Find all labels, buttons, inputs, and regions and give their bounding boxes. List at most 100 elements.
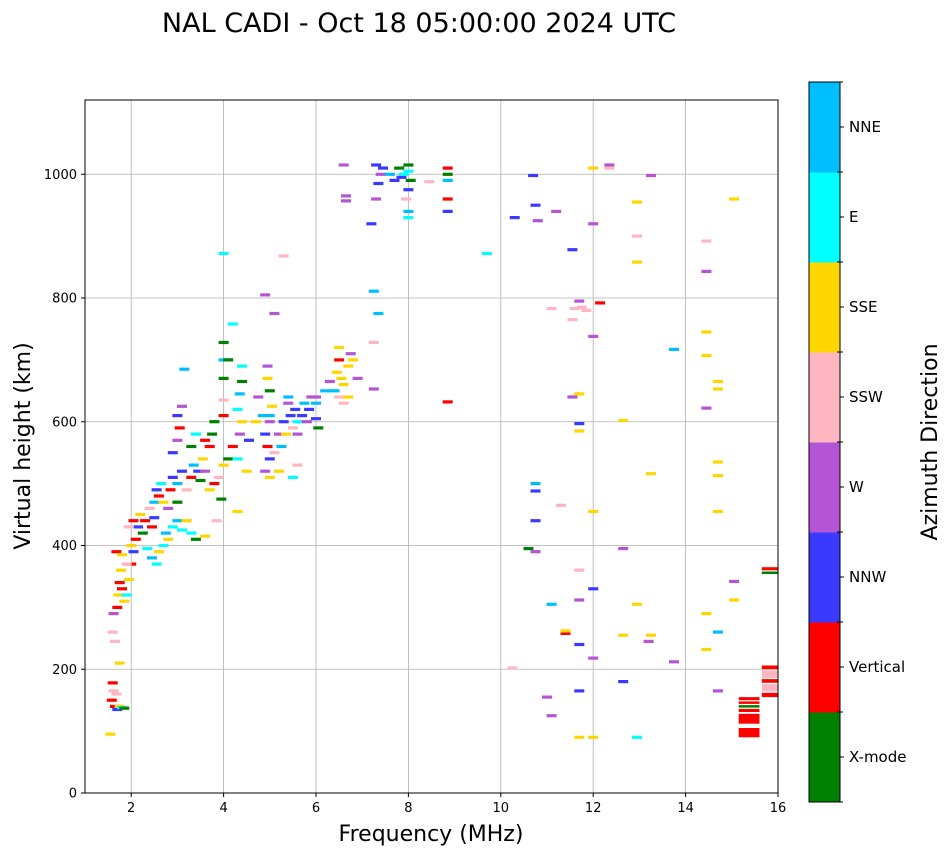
data-point [167,475,178,479]
data-point [257,414,268,418]
data-block [738,713,760,724]
data-point [216,497,227,501]
data-point [181,488,192,492]
data-point [121,593,132,597]
data-block [761,684,778,692]
data-point [331,370,342,374]
data-point [366,222,377,226]
data-point [262,444,273,449]
data-point [574,568,585,572]
data-point [581,308,592,312]
data-point [299,401,310,405]
data-block [738,708,760,712]
data-point [292,432,303,436]
data-point [712,387,723,391]
data-point [108,689,119,693]
data-point [567,248,578,252]
data-point [223,457,234,461]
data-point [227,444,238,449]
data-point [546,306,557,311]
data-point [126,543,137,548]
data-point [403,209,414,213]
data-point [186,531,197,535]
data-point [119,706,130,710]
data-point [144,506,155,510]
colorbar-label: NNE [849,118,881,136]
data-point [283,395,294,399]
x-axis-label: Frequency (MHz) [339,822,524,847]
data-point [574,429,585,433]
data-point [227,322,238,326]
data-marks [105,163,778,739]
data-point [260,293,271,297]
data-point [211,519,222,523]
x-tick-label: 4 [219,801,227,816]
colorbar-label: W [849,478,864,496]
data-point [237,420,248,424]
data-point [218,376,229,380]
data-block [738,728,760,738]
data-point [712,460,723,464]
data-point [729,579,740,583]
data-point [442,166,453,170]
data-point [214,475,224,479]
data-point [546,714,557,718]
data-point [237,364,248,368]
data-point [304,407,315,411]
data-point [108,612,119,616]
data-point [105,732,116,736]
colorbar-segment [809,172,840,263]
colorbar-label: SSW [849,388,883,406]
data-point [111,550,122,554]
data-point [244,438,254,442]
data-point [646,173,656,178]
data-point [373,181,384,186]
data-point [396,175,407,179]
data-point [542,695,552,699]
data-point [149,516,160,520]
data-point [113,593,124,597]
data-point [588,735,599,739]
data-point [368,340,379,345]
data-point [311,401,321,405]
data-point [297,414,308,418]
data-point [172,500,183,504]
data-point [574,735,585,739]
data-point [334,395,345,399]
data-point [632,200,643,204]
data-block [761,571,778,574]
data-point [188,463,199,467]
data-point [119,599,130,603]
data-point [551,209,562,213]
data-point [117,553,127,557]
data-point [442,400,453,404]
data-point [403,188,414,192]
data-point [646,633,656,637]
data-point [153,550,164,554]
data-point [285,414,296,418]
colorbar-segment [809,532,840,623]
data-point [560,629,571,633]
data-point [632,234,643,238]
data-point [158,500,169,504]
data-point [262,364,273,368]
data-point [290,407,301,411]
data-point [588,166,599,170]
data-point [604,163,615,167]
y-tick-label: 200 [52,663,77,678]
data-point [218,414,229,418]
x-tick-label: 14 [677,801,694,816]
data-point [701,239,712,243]
data-point [241,469,252,473]
data-point [334,358,345,362]
data-point [574,598,585,602]
data-point [128,519,139,523]
data-point [163,506,174,510]
x-tick-label: 10 [493,801,510,816]
data-point [523,547,534,551]
data-point [287,426,298,430]
data-point [389,178,400,182]
data-point [186,475,197,479]
data-point [232,509,243,514]
data-point [442,197,453,201]
